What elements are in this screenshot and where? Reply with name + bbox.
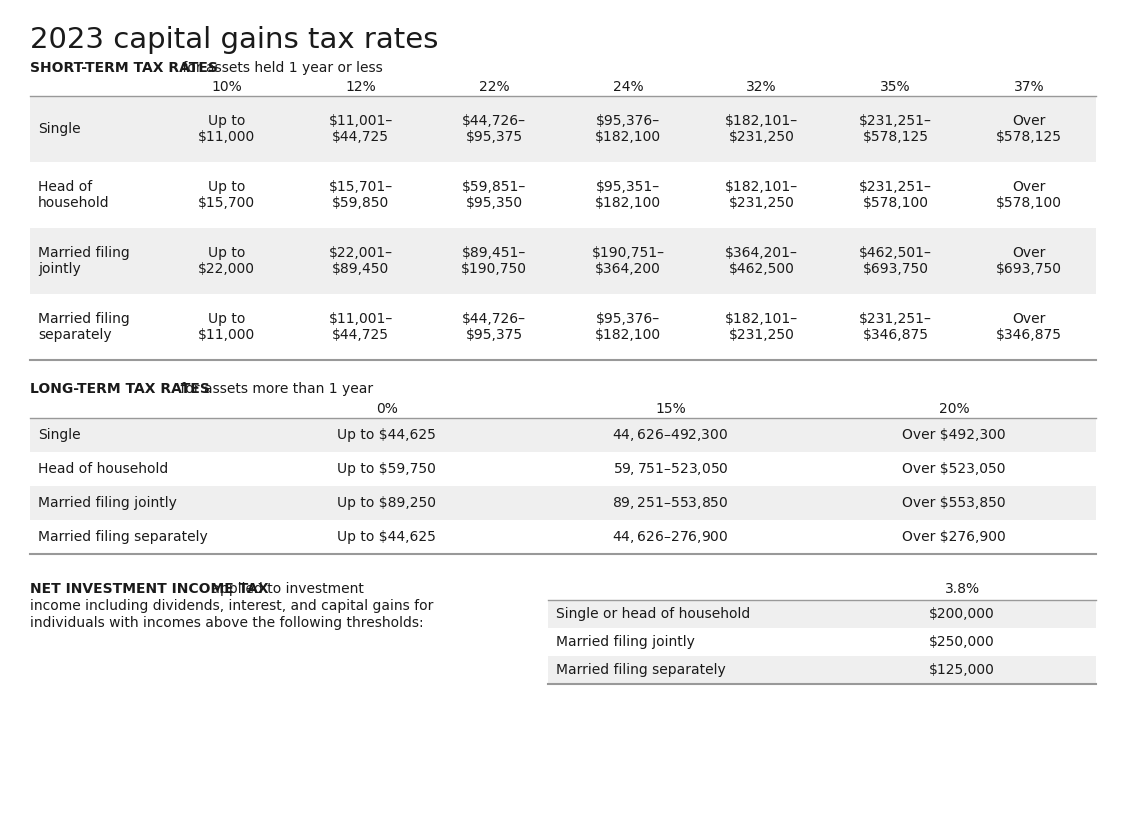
Text: $200,000: $200,000 (929, 607, 995, 621)
Text: $125,000: $125,000 (929, 663, 995, 677)
Text: $11,001–
$44,725: $11,001– $44,725 (329, 312, 393, 342)
Text: Over
$578,100: Over $578,100 (997, 180, 1062, 210)
Text: Married filing jointly: Married filing jointly (38, 496, 177, 510)
Bar (548, 656, 1096, 684)
Text: $95,351–
$182,100: $95,351– $182,100 (595, 180, 661, 210)
Text: $190,751–
$364,200: $190,751– $364,200 (591, 246, 664, 276)
Bar (30, 162, 1096, 228)
Text: $11,001–
$44,725: $11,001– $44,725 (329, 114, 393, 144)
Text: $44,626–$492,300: $44,626–$492,300 (613, 427, 729, 443)
Text: Up to $59,750: Up to $59,750 (338, 462, 436, 476)
Text: Over
$346,875: Over $346,875 (997, 312, 1062, 342)
Bar (548, 600, 1096, 628)
Text: Over $276,900: Over $276,900 (902, 530, 1006, 544)
Text: income including dividends, interest, and capital gains for: income including dividends, interest, an… (30, 599, 434, 613)
Text: Up to $44,625: Up to $44,625 (338, 428, 436, 442)
Text: $44,726–
$95,375: $44,726– $95,375 (463, 114, 526, 144)
Text: $182,101–
$231,250: $182,101– $231,250 (725, 180, 798, 210)
Text: 22%: 22% (479, 80, 510, 94)
Text: Married filing jointly: Married filing jointly (556, 635, 695, 649)
Text: Up to
$22,000: Up to $22,000 (198, 246, 256, 276)
Text: $231,251–
$578,100: $231,251– $578,100 (859, 180, 932, 210)
Bar (30, 228, 1096, 294)
Text: $44,626–$276,900: $44,626–$276,900 (613, 529, 729, 545)
Text: Up to
$11,000: Up to $11,000 (198, 312, 256, 342)
Text: NET INVESTMENT INCOME TAX: NET INVESTMENT INCOME TAX (30, 582, 269, 596)
Bar (30, 96, 1096, 162)
Text: $95,376–
$182,100: $95,376– $182,100 (595, 114, 661, 144)
Text: for assets held 1 year or less: for assets held 1 year or less (178, 61, 383, 75)
Text: $59,851–
$95,350: $59,851– $95,350 (462, 180, 527, 210)
Text: 35%: 35% (881, 80, 911, 94)
Text: 32%: 32% (747, 80, 777, 94)
Bar (548, 628, 1096, 656)
Text: $364,201–
$462,500: $364,201– $462,500 (725, 246, 798, 276)
Text: $182,101–
$231,250: $182,101– $231,250 (725, 312, 798, 342)
Bar (30, 294, 1096, 360)
Text: $462,501–
$693,750: $462,501– $693,750 (859, 246, 932, 276)
Text: $95,376–
$182,100: $95,376– $182,100 (595, 312, 661, 342)
Bar (30, 418, 1096, 452)
Text: 20%: 20% (939, 402, 969, 416)
Text: 10%: 10% (212, 80, 242, 94)
Text: SHORT-TERM TAX RATES: SHORT-TERM TAX RATES (30, 61, 217, 75)
Text: 15%: 15% (655, 402, 686, 416)
Text: 37%: 37% (1013, 80, 1045, 94)
Text: Married filing
separately: Married filing separately (38, 312, 129, 342)
Text: Married filing
jointly: Married filing jointly (38, 246, 129, 276)
Text: Up to $44,625: Up to $44,625 (338, 530, 436, 544)
Text: 0%: 0% (376, 402, 397, 416)
Text: $22,001–
$89,450: $22,001– $89,450 (329, 246, 393, 276)
Text: $59,751–$523,050: $59,751–$523,050 (613, 461, 729, 477)
Text: for assets more than 1 year: for assets more than 1 year (176, 382, 373, 396)
Text: individuals with incomes above the following thresholds:: individuals with incomes above the follo… (30, 616, 423, 630)
Text: LONG-TERM TAX RATES: LONG-TERM TAX RATES (30, 382, 209, 396)
Text: Head of
household: Head of household (38, 180, 109, 210)
Text: $231,251–
$346,875: $231,251– $346,875 (859, 312, 932, 342)
Text: $231,251–
$578,125: $231,251– $578,125 (859, 114, 932, 144)
Text: $182,101–
$231,250: $182,101– $231,250 (725, 114, 798, 144)
Text: Over
$693,750: Over $693,750 (997, 246, 1062, 276)
Text: Single or head of household: Single or head of household (556, 607, 750, 621)
Text: 24%: 24% (613, 80, 643, 94)
Text: Over $523,050: Over $523,050 (902, 462, 1006, 476)
Text: $15,701–
$59,850: $15,701– $59,850 (329, 180, 393, 210)
Text: Up to
$11,000: Up to $11,000 (198, 114, 256, 144)
Bar (30, 486, 1096, 520)
Text: applied to investment: applied to investment (207, 582, 364, 596)
Text: Over
$578,125: Over $578,125 (997, 114, 1062, 144)
Bar (30, 452, 1096, 486)
Text: 3.8%: 3.8% (945, 582, 980, 596)
Text: Single: Single (38, 428, 81, 442)
Text: Over $553,850: Over $553,850 (902, 496, 1006, 510)
Text: $89,451–
$190,750: $89,451– $190,750 (462, 246, 527, 276)
Text: Over $492,300: Over $492,300 (902, 428, 1006, 442)
Text: $89,251–$553,850: $89,251–$553,850 (613, 495, 729, 511)
Text: 12%: 12% (346, 80, 376, 94)
Text: $44,726–
$95,375: $44,726– $95,375 (463, 312, 526, 342)
Text: Up to
$15,700: Up to $15,700 (198, 180, 256, 210)
Text: Married filing separately: Married filing separately (38, 530, 208, 544)
Text: Single: Single (38, 122, 81, 136)
Text: $250,000: $250,000 (929, 635, 995, 649)
Text: Married filing separately: Married filing separately (556, 663, 726, 677)
Text: Head of household: Head of household (38, 462, 168, 476)
Text: 2023 capital gains tax rates: 2023 capital gains tax rates (30, 26, 438, 54)
Text: Up to $89,250: Up to $89,250 (338, 496, 437, 510)
Bar (30, 520, 1096, 554)
